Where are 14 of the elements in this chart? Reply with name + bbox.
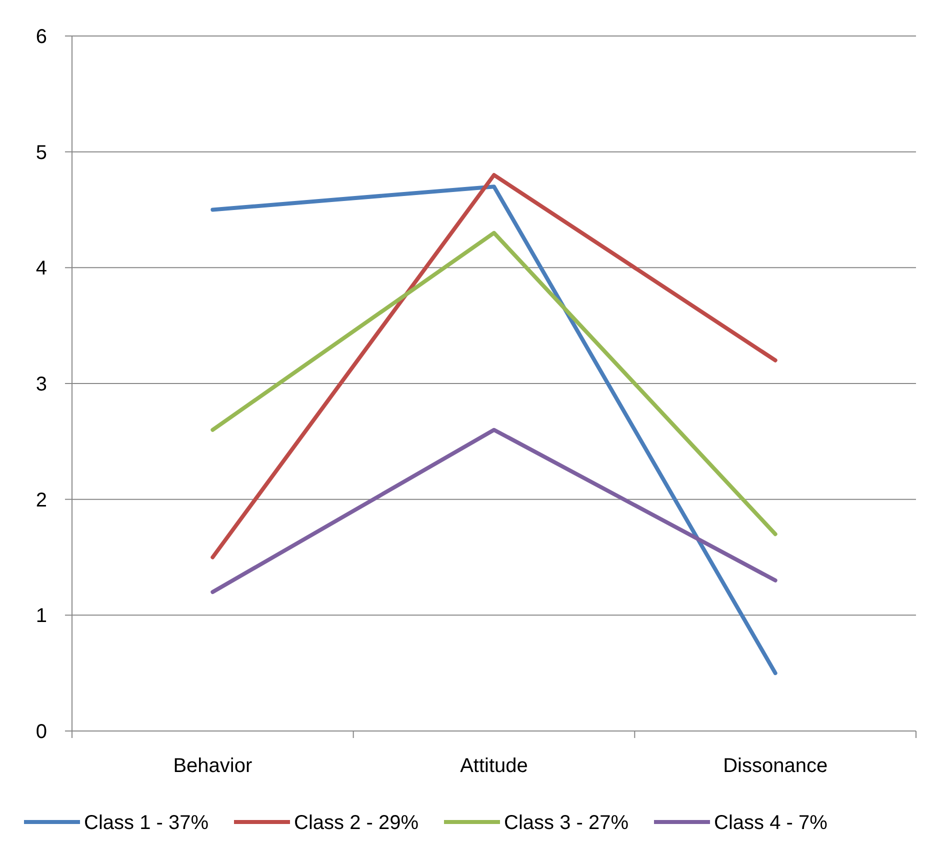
legend-label: Class 3 - 27% [504,812,629,834]
x-tick-label: Attitude [460,755,528,777]
y-tick-label: 6 [36,26,47,48]
y-tick-label: 1 [36,605,47,628]
legend-label: Class 1 - 37% [84,812,209,834]
y-tick-label: 0 [36,721,47,743]
y-tick-label: 5 [36,142,47,164]
x-tick-label: Behavior [173,755,252,777]
y-tick-label: 2 [36,489,47,512]
legend-label: Class 2 - 29% [294,812,419,834]
x-tick-label: Dissonance [723,755,828,777]
legend-label: Class 4 - 7% [714,812,828,834]
y-tick-label: 3 [36,374,47,396]
y-tick-label: 4 [36,258,47,280]
